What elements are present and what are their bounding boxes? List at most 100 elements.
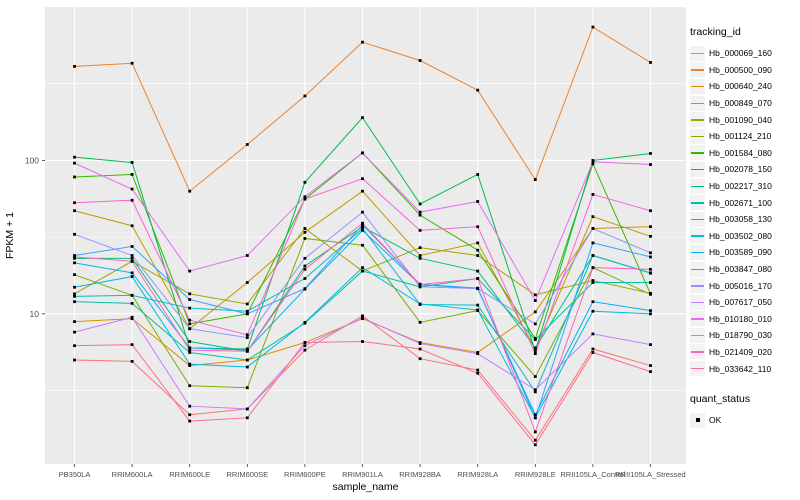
data-point bbox=[188, 340, 192, 343]
data-point bbox=[649, 163, 652, 166]
data-point bbox=[188, 346, 192, 350]
data-point bbox=[476, 371, 480, 375]
data-point bbox=[418, 285, 422, 289]
data-point bbox=[649, 370, 652, 374]
data-point bbox=[245, 309, 249, 313]
legend-item-label: Hb_000849_070 bbox=[709, 98, 772, 109]
data-point bbox=[73, 254, 76, 257]
data-point bbox=[649, 61, 652, 64]
data-point bbox=[361, 225, 364, 229]
legend-item-quant-ok: OK bbox=[690, 412, 800, 429]
data-point bbox=[303, 227, 307, 230]
data-point bbox=[130, 256, 134, 260]
data-point bbox=[649, 251, 652, 255]
data-point bbox=[73, 209, 76, 213]
data-point bbox=[188, 327, 192, 331]
legend-title-quant-status: quant_status bbox=[690, 392, 751, 405]
data-point bbox=[361, 227, 364, 230]
data-point bbox=[188, 364, 192, 367]
legend-key bbox=[690, 361, 705, 377]
data-point bbox=[130, 293, 134, 297]
legend-item-label: Hb_001090_040 bbox=[709, 114, 772, 125]
data-point bbox=[649, 281, 652, 284]
x-tick-label: RRIM928LE bbox=[515, 470, 556, 479]
legend-key bbox=[690, 244, 705, 260]
data-point bbox=[649, 312, 652, 316]
data-point bbox=[476, 303, 480, 307]
legend-item: Hb_000640_240 bbox=[690, 78, 800, 95]
data-point bbox=[476, 269, 480, 273]
data-point bbox=[649, 234, 652, 238]
x-tick-label: RRIM928LA bbox=[457, 470, 498, 479]
data-point bbox=[591, 279, 595, 282]
legend: tracking_id Hb_000069_160 Hb_000500_090 Hb… bbox=[690, 26, 800, 428]
data-point bbox=[361, 40, 364, 44]
data-point bbox=[73, 294, 76, 298]
legend-item-label: Hb_000500_090 bbox=[709, 64, 772, 75]
legend-item-label: Hb_018790_030 bbox=[709, 330, 772, 341]
data-point bbox=[130, 245, 134, 248]
data-point bbox=[361, 340, 364, 343]
data-point bbox=[533, 390, 537, 394]
data-point bbox=[73, 320, 76, 323]
data-point bbox=[245, 312, 249, 316]
data-point bbox=[649, 225, 652, 229]
legend-key-line-icon bbox=[691, 318, 704, 320]
data-point bbox=[361, 223, 364, 227]
data-point bbox=[591, 160, 595, 164]
data-point bbox=[303, 344, 307, 348]
data-point bbox=[130, 61, 134, 65]
data-point bbox=[245, 302, 249, 306]
legend-item: Hb_000500_090 bbox=[690, 62, 800, 79]
data-point bbox=[130, 271, 134, 275]
legend-key-line-icon bbox=[691, 285, 704, 287]
data-point bbox=[188, 348, 192, 352]
data-point bbox=[361, 116, 364, 120]
data-point bbox=[533, 413, 537, 417]
data-point bbox=[418, 347, 422, 351]
data-point bbox=[73, 273, 76, 277]
data-point bbox=[533, 299, 537, 302]
data-point bbox=[361, 243, 364, 247]
legend-key-line-icon bbox=[691, 301, 704, 304]
data-point bbox=[533, 430, 537, 434]
data-point bbox=[73, 300, 76, 304]
legend-key bbox=[690, 78, 705, 94]
legend-key-line-icon bbox=[691, 52, 704, 55]
data-point bbox=[591, 193, 595, 196]
data-point bbox=[361, 314, 364, 318]
data-point bbox=[649, 343, 652, 347]
legend-key bbox=[690, 161, 705, 177]
data-point bbox=[303, 264, 307, 268]
legend-key-line-icon bbox=[691, 69, 704, 71]
data-point bbox=[73, 175, 76, 179]
data-point bbox=[418, 246, 422, 250]
data-point bbox=[418, 256, 422, 260]
legend-key bbox=[690, 178, 705, 194]
legend-key-line-icon bbox=[691, 102, 704, 104]
data-point bbox=[591, 332, 595, 336]
data-point bbox=[533, 322, 537, 326]
legend-item: Hb_003502_080 bbox=[690, 228, 800, 245]
data-point bbox=[418, 59, 422, 62]
data-point bbox=[591, 162, 595, 166]
plot-panel bbox=[45, 7, 686, 464]
data-point bbox=[649, 209, 652, 213]
data-point bbox=[361, 269, 364, 273]
data-point bbox=[361, 210, 364, 214]
legend-item: Hb_007617_050 bbox=[690, 294, 800, 311]
x-tick-label: RRIM600LE bbox=[169, 470, 210, 479]
data-point bbox=[188, 413, 192, 417]
data-point bbox=[73, 344, 76, 348]
legend-item: Hb_000069_160 bbox=[690, 45, 800, 62]
legend-item-label: Hb_002217_310 bbox=[709, 181, 772, 192]
data-point bbox=[303, 320, 307, 324]
data-point bbox=[533, 352, 537, 356]
data-point bbox=[245, 336, 249, 339]
legend-items: Hb_000069_160 Hb_000500_090 Hb_000640_240 H… bbox=[690, 45, 800, 377]
quant-ok-label: OK bbox=[709, 415, 722, 426]
data-point bbox=[591, 351, 595, 354]
data-point bbox=[188, 298, 192, 301]
data-point bbox=[476, 88, 480, 92]
data-point bbox=[303, 180, 307, 184]
